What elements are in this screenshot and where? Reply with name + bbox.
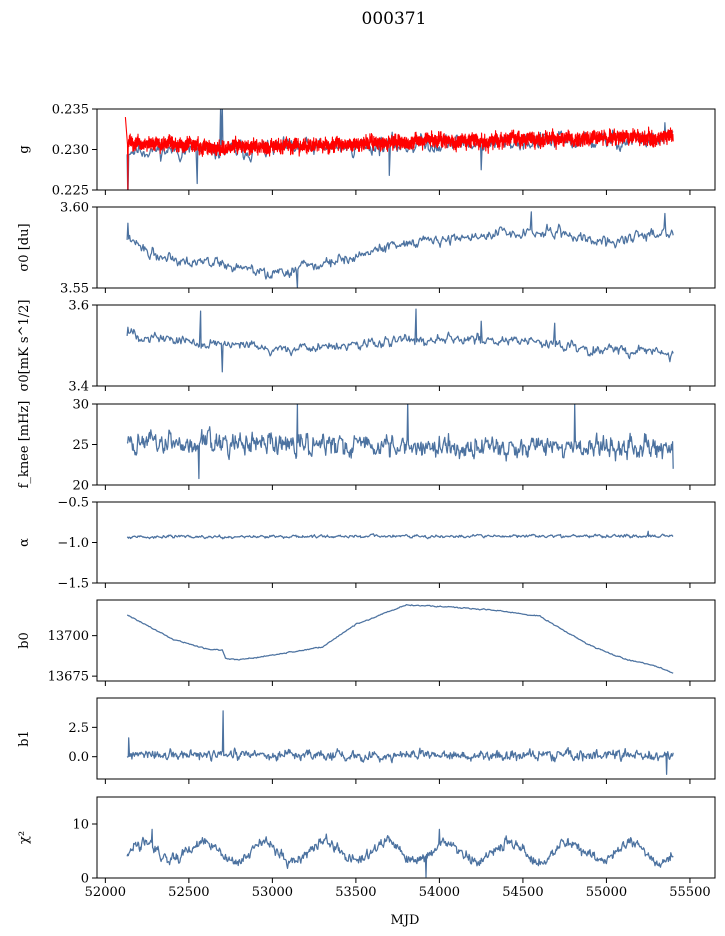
x-tick-label: 53000	[252, 885, 293, 900]
y-tick-label: 3.4	[68, 380, 89, 395]
panels: 0.225 0.230 0.235 g 3.55 3.60 σ0 [du] 3.4 3.6 σ0[…	[17, 103, 716, 900]
y-tick-label: 10	[72, 818, 89, 833]
y-axis-label: σ0 [du]	[17, 223, 32, 271]
y-tick-label: 0.235	[52, 103, 89, 118]
y-tick-label: −0.5	[57, 496, 89, 511]
x-tick-label: 53500	[335, 885, 376, 900]
y-tick-label: 30	[72, 398, 89, 413]
y-tick-label: 20	[72, 479, 89, 494]
y-tick-label: 13700	[48, 629, 89, 644]
y-tick-label: −1.5	[57, 577, 89, 592]
x-tick-label: 55500	[669, 885, 710, 900]
y-tick-label: 3.60	[60, 201, 89, 216]
axes-frame	[96, 304, 716, 387]
y-tick-label: 0.0	[68, 750, 89, 765]
panel-1: 0.225 0.230 0.235 g	[17, 103, 716, 199]
y-tick-label: 0	[81, 872, 89, 887]
y-axis-label: χ²	[17, 831, 32, 844]
axes-frame	[96, 501, 716, 584]
y-axis-label: α	[17, 538, 32, 547]
figure-title: 000371	[362, 9, 427, 29]
x-tick-label: 55000	[586, 885, 627, 900]
y-axis-label: g	[17, 145, 32, 153]
axes-frame	[96, 796, 716, 879]
y-tick-label: 0.230	[52, 143, 89, 158]
y-axis-label: b1	[17, 730, 32, 747]
y-tick-label: 25	[72, 438, 89, 453]
series-fit	[124, 117, 674, 190]
series-sigma0_mK	[126, 308, 674, 373]
series-chi2	[126, 828, 674, 878]
axes-frame	[96, 599, 716, 682]
series-fknee	[126, 404, 674, 480]
y-tick-label: −1.0	[57, 536, 89, 551]
y-tick-label: 2.5	[68, 721, 89, 736]
series-b1	[126, 710, 674, 775]
y-axis-label: σ0[mK s^1/2]	[17, 300, 32, 392]
series-sigma0_du	[126, 211, 674, 288]
panel-5: −1.5 −1.0 −0.5 α	[17, 496, 716, 592]
x-tick-label: 52000	[85, 885, 126, 900]
panel-3: 3.4 3.6 σ0[mK s^1/2]	[17, 299, 716, 395]
panel-4: 20 25 30 f_knee [mHz]	[17, 398, 716, 494]
x-tick-label: 54000	[419, 885, 460, 900]
panel-6: 13675 13700 b0	[17, 599, 716, 686]
axes-frame	[96, 697, 716, 780]
panel-8: 0 10 52000 52500 53000 53500 54000 54500 55000 55…	[17, 796, 716, 900]
x-tick-label: 52500	[168, 885, 209, 900]
panel-2: 3.55 3.60 σ0 [du]	[17, 201, 716, 297]
y-tick-label: 13675	[48, 670, 89, 685]
series-b0	[126, 603, 674, 674]
y-tick-label: 3.6	[68, 299, 89, 314]
y-tick-label: 3.55	[60, 282, 89, 297]
x-axis-label: MJD	[391, 913, 420, 928]
series-g	[126, 109, 674, 190]
panel-7: 0.0 2.5 b1	[17, 697, 716, 784]
y-axis-label: b0	[17, 632, 32, 649]
series-alpha	[126, 530, 674, 540]
axes-frame	[96, 206, 716, 289]
y-tick-label: 0.225	[52, 184, 89, 199]
y-axis-label: f_knee [mHz]	[17, 401, 32, 489]
x-tick-label: 54500	[502, 885, 543, 900]
